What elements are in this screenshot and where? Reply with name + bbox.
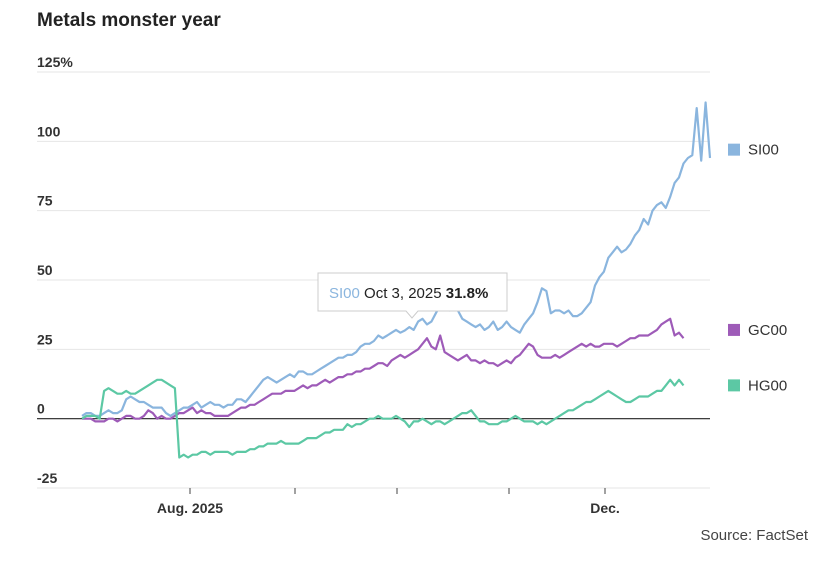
x-tick-label: Dec. <box>590 500 620 516</box>
y-tick-label: -25 <box>37 470 57 486</box>
y-tick-label: 0 <box>37 401 45 417</box>
y-tick-label: 50 <box>37 262 53 278</box>
legend-swatch-gc00 <box>728 324 740 336</box>
series-line-si00 <box>82 103 710 416</box>
legend-swatch-si00 <box>728 144 740 156</box>
y-tick-label: 25 <box>37 331 53 347</box>
y-tick-label: 125% <box>37 54 73 70</box>
y-tick-label: 75 <box>37 193 53 209</box>
tooltip-text: SI00 Oct 3, 2025 31.8% <box>329 285 488 302</box>
tooltip-series: SI00 <box>329 285 364 302</box>
x-tick-label: Aug. 2025 <box>157 500 223 516</box>
source-note: Source: FactSet <box>700 527 808 544</box>
y-tick-label: 100 <box>37 123 61 139</box>
tooltip-date: Oct 3, 2025 <box>364 285 446 302</box>
legend-label-gc00: GC00 <box>748 322 787 339</box>
legend-label-si00: SI00 <box>748 142 779 159</box>
legend-label-hg00: HG00 <box>748 377 787 394</box>
legend-swatch-hg00 <box>728 379 740 391</box>
series-line-gc00 <box>82 319 684 422</box>
tooltip-value: 31.8% <box>446 285 489 302</box>
